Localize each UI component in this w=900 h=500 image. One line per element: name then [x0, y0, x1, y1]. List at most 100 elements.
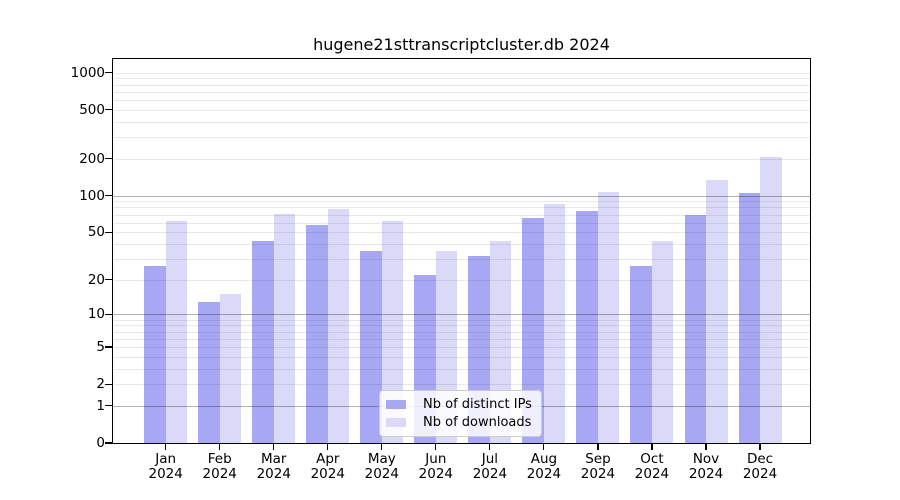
x-tick-mark-jan-2024 [165, 444, 167, 450]
x-tick-mark-mar-2024 [273, 444, 275, 450]
x-tick-year-feb-2024: 2024 [202, 466, 237, 482]
x-tick-month-sep-2024: Sep [585, 451, 611, 467]
x-tick-mark-sep-2024 [597, 444, 599, 450]
x-tick-month-may-2024: May [367, 451, 396, 467]
legend-item-distinct-ips: Nb of distinct IPs [386, 397, 532, 412]
y-tick-mark-20 [105, 279, 112, 281]
y-tick-label-50: 50 [87, 224, 105, 241]
bar-distinct-ips-nov-2024 [684, 215, 706, 443]
bar-distinct-ips-aug-2024 [522, 217, 544, 443]
bar-downloads-dec-2024 [760, 157, 782, 443]
x-tick-label-nov-2024: Nov 2024 [678, 452, 734, 482]
legend-item-downloads: Nb of downloads [386, 415, 532, 430]
x-tick-label-jul-2024: Jul 2024 [462, 452, 518, 482]
plot-area: Nb of distinct IPs Nb of downloads 0 1 2 5 1… [71, 58, 811, 482]
legend: Nb of distinct IPs Nb of downloads [379, 390, 542, 437]
x-tick-label-jan-2024: Jan 2024 [138, 452, 194, 482]
x-tick-month-mar-2024: Mar [261, 451, 287, 467]
bar-distinct-ips-oct-2024 [630, 266, 652, 443]
gridline-minor-200 [113, 158, 810, 160]
x-tick-label-jun-2024: Jun 2024 [408, 452, 464, 482]
y-tick-mark-0 [105, 442, 112, 444]
x-tick-year-jun-2024: 2024 [418, 466, 454, 482]
x-tick-month-feb-2024: Feb [207, 451, 232, 467]
x-tick-month-oct-2024: Oct [640, 451, 664, 467]
x-tick-mark-feb-2024 [219, 444, 221, 450]
bar-downloads-may-2024 [381, 220, 404, 443]
y-tick-label-5: 5 [96, 338, 105, 355]
y-tick-label-1000: 1000 [70, 64, 105, 81]
x-tick-month-apr-2024: Apr [316, 451, 340, 467]
y-tick-label-0: 0 [96, 435, 105, 451]
x-tick-mark-jul-2024 [489, 444, 491, 450]
x-tick-year-oct-2024: 2024 [634, 466, 670, 482]
x-tick-label-may-2024: May 2024 [354, 452, 410, 482]
bar-downloads-feb-2024 [219, 294, 242, 443]
x-tick-month-dec-2024: Dec [746, 451, 774, 467]
y-tick-mark-1000 [105, 72, 112, 74]
x-tick-mark-aug-2024 [543, 444, 545, 450]
bar-downloads-oct-2024 [651, 241, 674, 443]
x-tick-year-nov-2024: 2024 [688, 466, 724, 482]
x-tick-mark-may-2024 [381, 444, 383, 450]
y-tick-mark-100 [105, 195, 112, 197]
legend-label-distinct-ips: Nb of distinct IPs [423, 397, 532, 412]
x-tick-year-aug-2024: 2024 [526, 466, 562, 482]
bar-downloads-jan-2024 [165, 220, 188, 443]
x-tick-year-mar-2024: 2024 [256, 466, 291, 482]
gridline-minor-800 [113, 84, 810, 86]
chart-title: hugene21sttranscriptcluster.db 2024 [313, 35, 610, 54]
legend-swatch-downloads [386, 418, 406, 427]
y-tick-mark-1 [105, 405, 112, 407]
y-tick-mark-10 [105, 313, 112, 316]
x-tick-mark-oct-2024 [651, 444, 653, 450]
legend-label-downloads: Nb of downloads [423, 415, 532, 430]
x-tick-label-sep-2024: Sep 2024 [570, 452, 626, 482]
bar-distinct-ips-sep-2024 [576, 210, 598, 443]
x-tick-month-jun-2024: Jun [425, 451, 447, 467]
y-tick-label-500: 500 [79, 101, 105, 118]
y-tick-label-100: 100 [79, 187, 105, 204]
bar-downloads-sep-2024 [597, 192, 620, 443]
y-tick-label-200: 200 [79, 150, 105, 167]
x-tick-month-jan-2024: Jan [155, 451, 177, 467]
x-tick-label-mar-2024: Mar 2024 [246, 452, 302, 482]
y-tick-label-2: 2 [96, 376, 105, 393]
bar-distinct-ips-mar-2024 [252, 241, 274, 443]
x-tick-year-sep-2024: 2024 [580, 466, 616, 482]
x-tick-year-jan-2024: 2024 [148, 466, 183, 482]
bar-distinct-ips-may-2024 [360, 250, 382, 443]
bar-downloads-aug-2024 [543, 203, 566, 443]
gridline-minor-600 [113, 100, 810, 102]
x-tick-mark-apr-2024 [327, 444, 329, 450]
y-tick-mark-500 [105, 109, 112, 111]
gridline-minor-900 [113, 78, 810, 80]
y-tick-mark-5 [105, 346, 112, 348]
gridline-minor-300 [113, 137, 810, 139]
y-tick-mark-50 [105, 231, 112, 233]
bar-distinct-ips-apr-2024 [306, 225, 328, 443]
y-tick-mark-2 [105, 383, 112, 385]
x-tick-mark-dec-2024 [759, 444, 761, 450]
x-tick-year-may-2024: 2024 [364, 466, 399, 482]
y-tick-label-20: 20 [87, 271, 105, 288]
y-tick-label-1: 1 [96, 397, 105, 414]
bar-distinct-ips-dec-2024 [738, 193, 761, 443]
bar-downloads-mar-2024 [273, 213, 296, 443]
y-tick-label-10: 10 [87, 306, 105, 323]
gridline-minor-700 [113, 91, 810, 93]
y-tick-mark-200 [105, 158, 112, 160]
x-tick-mark-nov-2024 [705, 444, 707, 450]
x-tick-year-jul-2024: 2024 [472, 466, 508, 482]
x-tick-label-dec-2024: Dec 2024 [732, 452, 788, 482]
bar-distinct-ips-feb-2024 [198, 301, 220, 443]
bar-downloads-apr-2024 [327, 208, 350, 443]
x-tick-year-dec-2024: 2024 [742, 466, 778, 482]
x-tick-label-aug-2024: Aug 2024 [516, 452, 572, 482]
x-tick-mark-jun-2024 [435, 444, 437, 450]
bar-distinct-ips-jan-2024 [144, 266, 166, 443]
x-tick-label-apr-2024: Apr 2024 [300, 452, 356, 482]
bar-downloads-nov-2024 [706, 179, 728, 443]
x-tick-label-feb-2024: Feb 2024 [192, 452, 248, 482]
